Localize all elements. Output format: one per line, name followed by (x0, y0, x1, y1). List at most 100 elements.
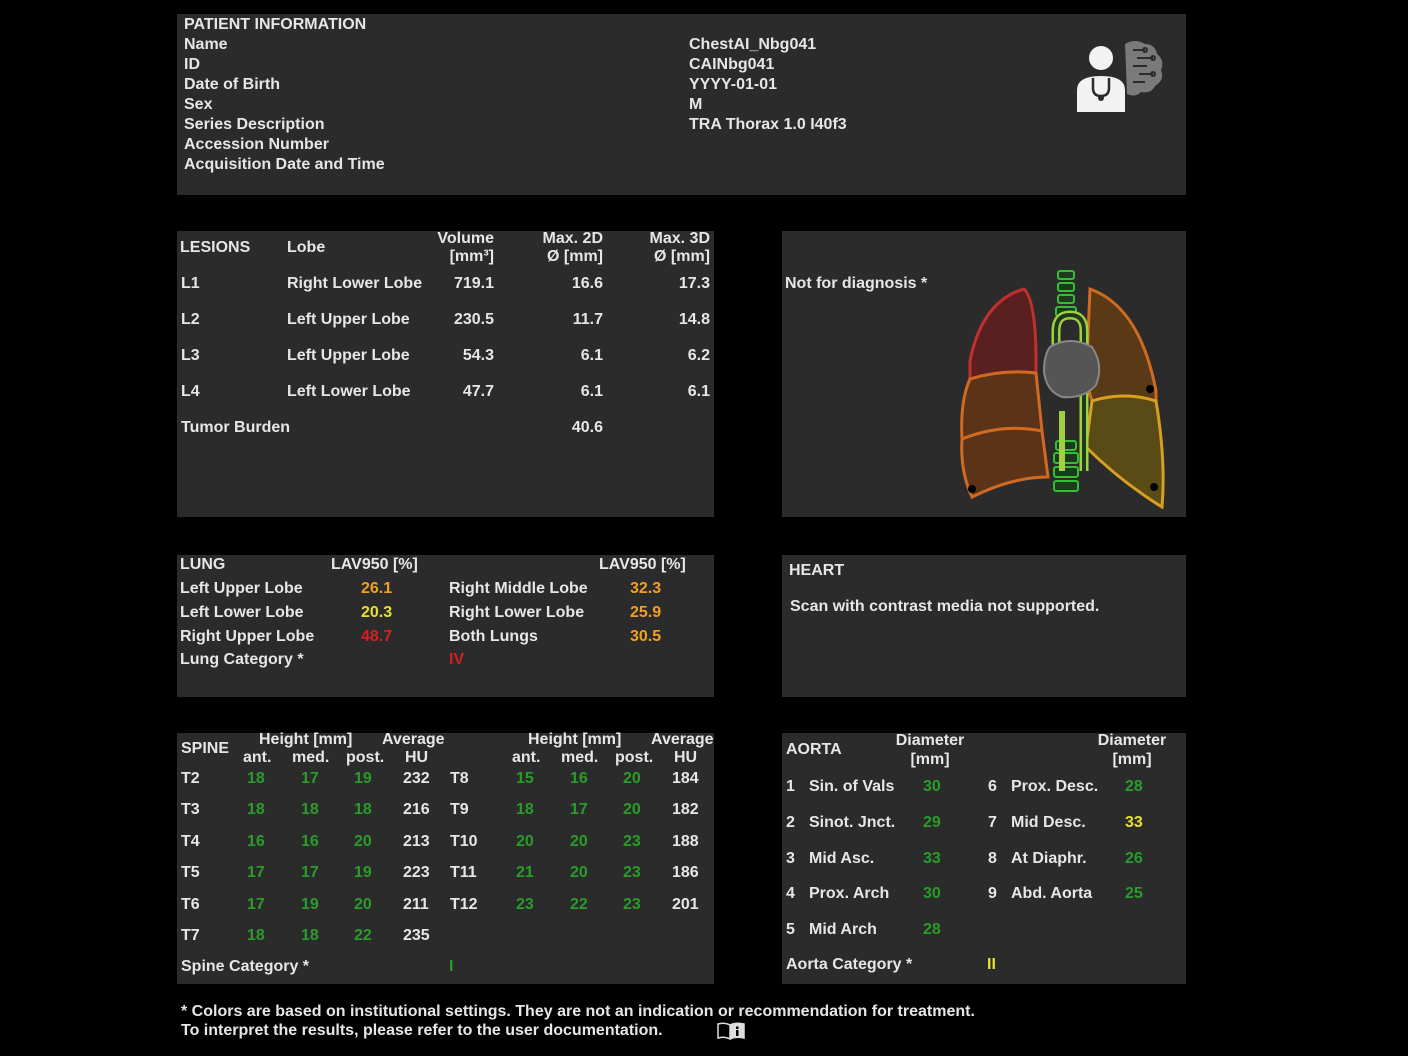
patient-field-label: ID (184, 56, 200, 73)
spine-height-post: 20 (354, 895, 372, 913)
spine-header-height: Height [mm] (259, 731, 353, 748)
lesion-max2d: 6.1 (580, 383, 603, 400)
spine-vertebra-label: T10 (450, 832, 478, 850)
lesions-header-lobe: Lobe (287, 239, 326, 256)
lesion-volume: 54.3 (462, 347, 494, 364)
lung-category-value: IV (449, 651, 465, 668)
spine-height-med: 22 (570, 895, 588, 913)
lung-row-value: 48.7 (361, 628, 393, 645)
spine-average-hu: 223 (403, 864, 430, 882)
aorta-segment-label: Sin. of Vals (809, 778, 895, 795)
aorta-category-value: II (987, 956, 996, 973)
lung-row-value: 20.3 (361, 604, 393, 621)
aorta-segment-label: Mid Desc. (1011, 813, 1086, 831)
lesions-title: LESIONS (180, 239, 251, 256)
aorta-segment-label: Prox. Arch (809, 885, 890, 903)
patient-field-label: Name (184, 36, 228, 53)
patient-field-label: Date of Birth (184, 76, 280, 93)
spine-height-med: 16 (301, 832, 319, 850)
aorta-segment-diameter: 26 (1125, 849, 1143, 867)
aorta-unit-header-left: [mm] (910, 751, 950, 768)
aorta-panel: AORTA Diameter [mm] Diameter [mm] 1 Sin. … (782, 733, 1186, 984)
spine-header-hu: HU (405, 749, 429, 766)
left-lower-lobe-shape (1084, 394, 1165, 510)
aorta-diameter-header-left: Diameter (895, 732, 965, 749)
spine-height-ant: 18 (247, 801, 265, 819)
aorta-segment-label: Abd. Aorta (1011, 885, 1093, 903)
lesion-lobe: Left Upper Lobe (287, 311, 410, 328)
lung-row-label: Right Lower Lobe (449, 604, 585, 621)
spine-vertebra-label: T3 (181, 801, 200, 819)
spine-header-height: Height [mm] (528, 731, 622, 748)
spine-height-med: 20 (570, 864, 588, 882)
patient-field-label: Sex (184, 96, 213, 113)
spine-height-post: 20 (354, 832, 372, 850)
aorta-segment-label: Mid Arch (809, 921, 877, 939)
heart-panel: HEART Scan with contrast media not suppo… (782, 555, 1186, 697)
lung-row-label: Both Lungs (449, 628, 538, 645)
aorta-segment-diameter: 33 (1125, 813, 1143, 831)
aorta-diameter-header-right: Diameter (1097, 732, 1167, 749)
spine-height-med: 17 (301, 770, 319, 787)
doctor-brain-logo-icon (1067, 36, 1163, 116)
lung-row-value: 26.1 (361, 580, 393, 597)
spine-height-med: 17 (570, 801, 588, 819)
patient-field-label: Accession Number (184, 136, 329, 153)
spine-height-post: 20 (623, 801, 641, 819)
lesion-id: L1 (181, 275, 200, 292)
lesions-panel: LESIONS Lobe Volume [mm³] Max. 2D Ø [mm]… (177, 231, 714, 517)
patient-field-value: TRA Thorax 1.0 I40f3 (689, 116, 847, 133)
spine-height-med: 19 (301, 895, 319, 913)
patient-field-label: Acquisition Date and Time (184, 156, 385, 173)
spine-header-hu: HU (674, 749, 698, 766)
lesion-lobe: Left Lower Lobe (287, 383, 411, 400)
lesion-marker (1146, 385, 1154, 393)
lung-row-label: Left Lower Lobe (180, 604, 304, 621)
aorta-segment-number: 2 (786, 813, 795, 831)
aorta-segment-number: 4 (786, 885, 795, 903)
spine-height-ant: 17 (247, 864, 265, 882)
spine-vertebra-label: T7 (181, 927, 200, 944)
aorta-segment-number: 5 (786, 921, 795, 939)
aorta-segment-label: Sinot. Jnct. (809, 813, 896, 831)
lesion-max2d: 6.1 (580, 347, 603, 364)
aorta-title: AORTA (786, 741, 842, 758)
aorta-category-label: Aorta Category * (786, 956, 913, 973)
aorta-segment-diameter: 28 (923, 921, 941, 939)
not-for-diagnosis-note: Not for diagnosis * (785, 275, 928, 292)
lung-col-header-right: LAV950 [%] (599, 556, 686, 573)
spine-height-post: 23 (623, 895, 641, 913)
lesion-id: L2 (181, 311, 200, 328)
spine-vertebra-label: T8 (450, 770, 469, 787)
spine-average-hu: 232 (403, 770, 430, 787)
spine-title: SPINE (181, 740, 230, 757)
spine-header-ant: ant. (512, 749, 541, 766)
lesions-header-volume-unit: [mm³] (449, 248, 494, 265)
spine-average-hu: 201 (672, 895, 699, 913)
aorta-segment-label: Prox. Desc. (1011, 778, 1099, 795)
aorta-segment-label: Mid Asc. (809, 849, 875, 867)
spine-header-post: post. (615, 749, 654, 766)
spine-header-ant: ant. (243, 749, 272, 766)
spine-height-post: 23 (623, 832, 641, 850)
spine-height-ant: 20 (516, 832, 534, 850)
lesions-header-max2d-unit: Ø [mm] (547, 248, 603, 265)
spine-height-med: 18 (301, 927, 319, 944)
lesion-max3d: 6.1 (687, 383, 710, 400)
lesions-header-max2d: Max. 2D (542, 230, 603, 247)
patient-field-label: Series Description (184, 116, 325, 133)
aorta-segment-diameter: 33 (923, 849, 941, 867)
lesions-header-volume: Volume (437, 230, 494, 247)
spine-height-ant: 16 (247, 832, 265, 850)
spine-height-ant: 18 (247, 927, 265, 944)
book-info-icon[interactable] (716, 1021, 746, 1041)
spine-height-post: 19 (354, 864, 372, 882)
spine-height-med: 16 (570, 770, 588, 787)
lesion-max2d: 16.6 (571, 275, 603, 292)
spine-height-ant: 17 (247, 895, 265, 913)
spine-vertebra-label: T9 (450, 801, 469, 819)
aorta-segment-number: 1 (786, 778, 795, 795)
aorta-segment-number: 8 (988, 849, 997, 867)
spine-average-hu: 213 (403, 832, 430, 850)
heart-title: HEART (789, 562, 845, 579)
